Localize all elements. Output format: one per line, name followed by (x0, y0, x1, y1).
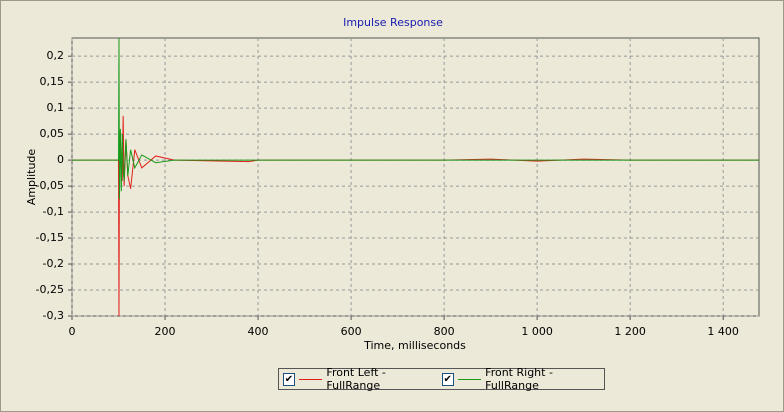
y-axis-label: Amplitude (25, 149, 38, 206)
y-tick-label: -0,25 (36, 283, 64, 296)
x-tick-label: 1 000 (521, 325, 553, 338)
legend-label: Front Right - FullRange (485, 366, 553, 392)
y-tick-label: -0,3 (43, 309, 64, 322)
legend-item: ✔ Front Right - FullRange (441, 366, 598, 392)
x-tick-label: 400 (248, 325, 269, 338)
legend-checkbox[interactable]: ✔ (441, 372, 454, 386)
y-tick-label: 0,2 (47, 49, 65, 62)
x-tick-label: 1 200 (614, 325, 646, 338)
legend-label: Front Left - FullRange (326, 366, 386, 392)
x-tick-label: 0 (69, 325, 76, 338)
series-line (72, 115, 759, 317)
legend: ✔ Front Left - FullRange ✔ Front Right - Fu… (278, 366, 605, 392)
y-tick-label: -0,1 (43, 205, 64, 218)
x-tick-label: 800 (434, 325, 455, 338)
y-tick-label: 0,15 (40, 75, 65, 88)
y-tick-label: 0,05 (40, 127, 65, 140)
y-tick-label: -0,2 (43, 257, 64, 270)
x-axis-label: Time, milliseconds (363, 339, 466, 352)
chart-title: Impulse Response (343, 16, 443, 29)
legend-swatch (457, 378, 482, 380)
x-tick-label: 200 (155, 325, 176, 338)
y-tick-label: -0,05 (36, 179, 64, 192)
y-tick-label: 0 (57, 153, 64, 166)
x-tick-label: 1 400 (707, 325, 739, 338)
legend-item: ✔ Front Left - FullRange (283, 366, 432, 392)
legend-checkbox[interactable]: ✔ (283, 372, 295, 386)
y-tick-label: 0,1 (47, 101, 65, 114)
legend-swatch (298, 378, 323, 380)
x-tick-label: 600 (341, 325, 362, 338)
y-tick-label: -0,15 (36, 231, 64, 244)
series-line (72, 37, 759, 200)
plot-frame (71, 37, 760, 317)
